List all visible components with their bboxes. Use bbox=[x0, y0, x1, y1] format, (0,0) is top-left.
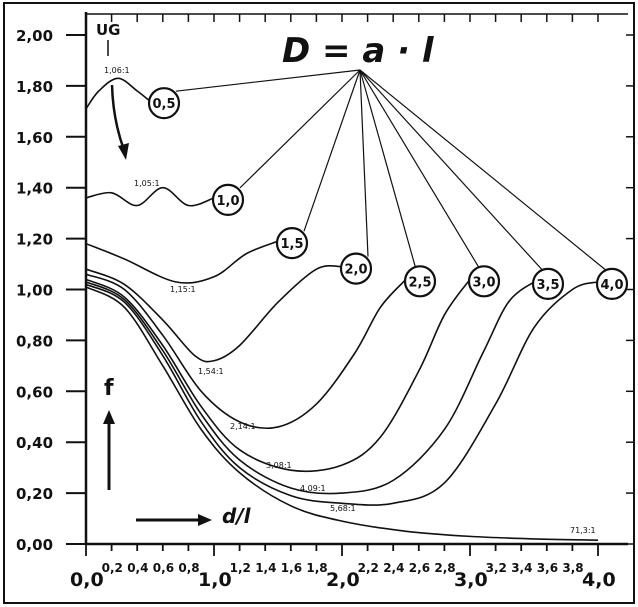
x-tick-label-major: 0,0 bbox=[70, 569, 104, 591]
x-tick-label-minor: 0,8 bbox=[178, 561, 199, 575]
y-tick-label: 0,20 bbox=[16, 485, 53, 503]
series-name-label: 0,5 bbox=[152, 97, 175, 112]
leader-line bbox=[359, 69, 545, 273]
leader-line bbox=[239, 69, 361, 189]
x-tick-label-minor: 0,4 bbox=[127, 561, 148, 575]
series-line bbox=[85, 281, 599, 506]
y-tick-label: 2,00 bbox=[16, 27, 53, 45]
x-tick-label-minor: 3,6 bbox=[537, 561, 558, 575]
series-name-label: 1,5 bbox=[280, 237, 303, 252]
leader-line bbox=[359, 69, 417, 270]
x-tick-label-major: 4,0 bbox=[582, 569, 616, 591]
series-marker-circle bbox=[403, 265, 437, 298]
series-name-label: 3,5 bbox=[536, 278, 559, 293]
series-name-label: 4,0 bbox=[600, 278, 623, 293]
series-name-label: 3,0 bbox=[472, 275, 495, 290]
x-tick-label-minor: 1,4 bbox=[255, 561, 276, 575]
series-line bbox=[85, 186, 215, 207]
curve-labels: 1,06:1 0,5 1,05:1 1,0 1,15:1 1,5 1,54:1 2,0 2,14… bbox=[104, 66, 629, 535]
leader-line bbox=[175, 69, 361, 92]
ratio-label: 1,15:1 bbox=[170, 285, 196, 294]
x-tick-label-minor: 1,2 bbox=[230, 561, 251, 575]
x-tick-label-major: 1,0 bbox=[198, 569, 232, 591]
series-line bbox=[85, 273, 407, 430]
x-tick-label-minor: 0,2 bbox=[102, 561, 123, 575]
ratio-label: 3,08:1 bbox=[266, 461, 292, 470]
x-tick-label-minor: 2,2 bbox=[358, 561, 379, 575]
series-line bbox=[85, 278, 471, 473]
x-tick-label-minor: 1,6 bbox=[281, 561, 302, 575]
leader-line bbox=[359, 69, 609, 273]
series-marker-circle bbox=[275, 227, 309, 260]
series-line bbox=[85, 264, 343, 363]
trend-arrow-head bbox=[118, 143, 129, 160]
leader-line bbox=[303, 69, 361, 232]
series-line bbox=[85, 77, 151, 110]
x-tick-label-minor: 2,4 bbox=[383, 561, 404, 575]
ratio-label: 71,3:1 bbox=[570, 526, 596, 535]
ratio-label: 2,14:1 bbox=[230, 422, 256, 431]
series-marker-circle bbox=[147, 87, 181, 120]
series-name-label: 2,0 bbox=[344, 263, 367, 278]
trend-arrow bbox=[110, 84, 126, 151]
y-arrow-head bbox=[103, 410, 115, 424]
y-tick-label: 0,60 bbox=[16, 383, 53, 401]
series-marker-circle bbox=[211, 183, 245, 216]
series-marker-circle bbox=[531, 267, 565, 300]
y-tick-label: 1,00 bbox=[16, 282, 53, 300]
x-arrow-head bbox=[198, 514, 212, 526]
x-tick-label-minor: 3,2 bbox=[486, 561, 507, 575]
x-tick-label-minor: 3,4 bbox=[511, 561, 532, 575]
series-line bbox=[85, 281, 535, 495]
series-name-label: 1,0 bbox=[216, 194, 239, 209]
y-tick-label: 1,40 bbox=[16, 180, 53, 198]
y-tick-label: 0,40 bbox=[16, 434, 53, 452]
x-axis-label: d/l bbox=[222, 504, 252, 528]
ratio-label: 4,09:1 bbox=[300, 484, 326, 493]
x-tick-label-minor: 2,8 bbox=[434, 561, 455, 575]
series-line bbox=[85, 240, 279, 284]
axes: 0,000,200,400,600,801,001,201,401,601,80… bbox=[16, 12, 634, 591]
y-tick-label: 1,80 bbox=[16, 78, 53, 96]
x-tick-label-major: 2,0 bbox=[326, 569, 360, 591]
x-tick-label-minor: 0,6 bbox=[153, 561, 174, 575]
series-marker-circle bbox=[339, 252, 373, 285]
series-line bbox=[85, 286, 599, 541]
y-tick-label: 1,60 bbox=[16, 129, 53, 147]
ratio-label: 1,05:1 bbox=[134, 179, 160, 188]
x-tick-label-minor: 3,8 bbox=[562, 561, 583, 575]
series-name-label: 2,5 bbox=[408, 275, 431, 290]
chart-title: D = a · l bbox=[282, 31, 435, 71]
x-tick-label-major: 3,0 bbox=[454, 569, 488, 591]
chart-frame bbox=[3, 2, 635, 604]
x-tick-label-minor: 2,6 bbox=[409, 561, 430, 575]
curves bbox=[85, 77, 599, 541]
ug-label: UG bbox=[96, 21, 121, 39]
ratio-label: 5,68:1 bbox=[330, 504, 356, 513]
y-tick-label: 1,20 bbox=[16, 231, 53, 249]
y-axis-label: f bbox=[104, 376, 114, 401]
ratio-label: 1,54:1 bbox=[198, 367, 224, 376]
series-marker-circle bbox=[595, 267, 629, 300]
series-marker-circle bbox=[467, 265, 501, 298]
leader-line bbox=[359, 69, 369, 257]
y-tick-label: 0,80 bbox=[16, 332, 53, 350]
y-tick-label: 0,00 bbox=[16, 536, 53, 554]
ratio-label: 1,06:1 bbox=[104, 66, 130, 75]
x-tick-label-minor: 1,8 bbox=[306, 561, 327, 575]
leader-line bbox=[359, 69, 481, 270]
